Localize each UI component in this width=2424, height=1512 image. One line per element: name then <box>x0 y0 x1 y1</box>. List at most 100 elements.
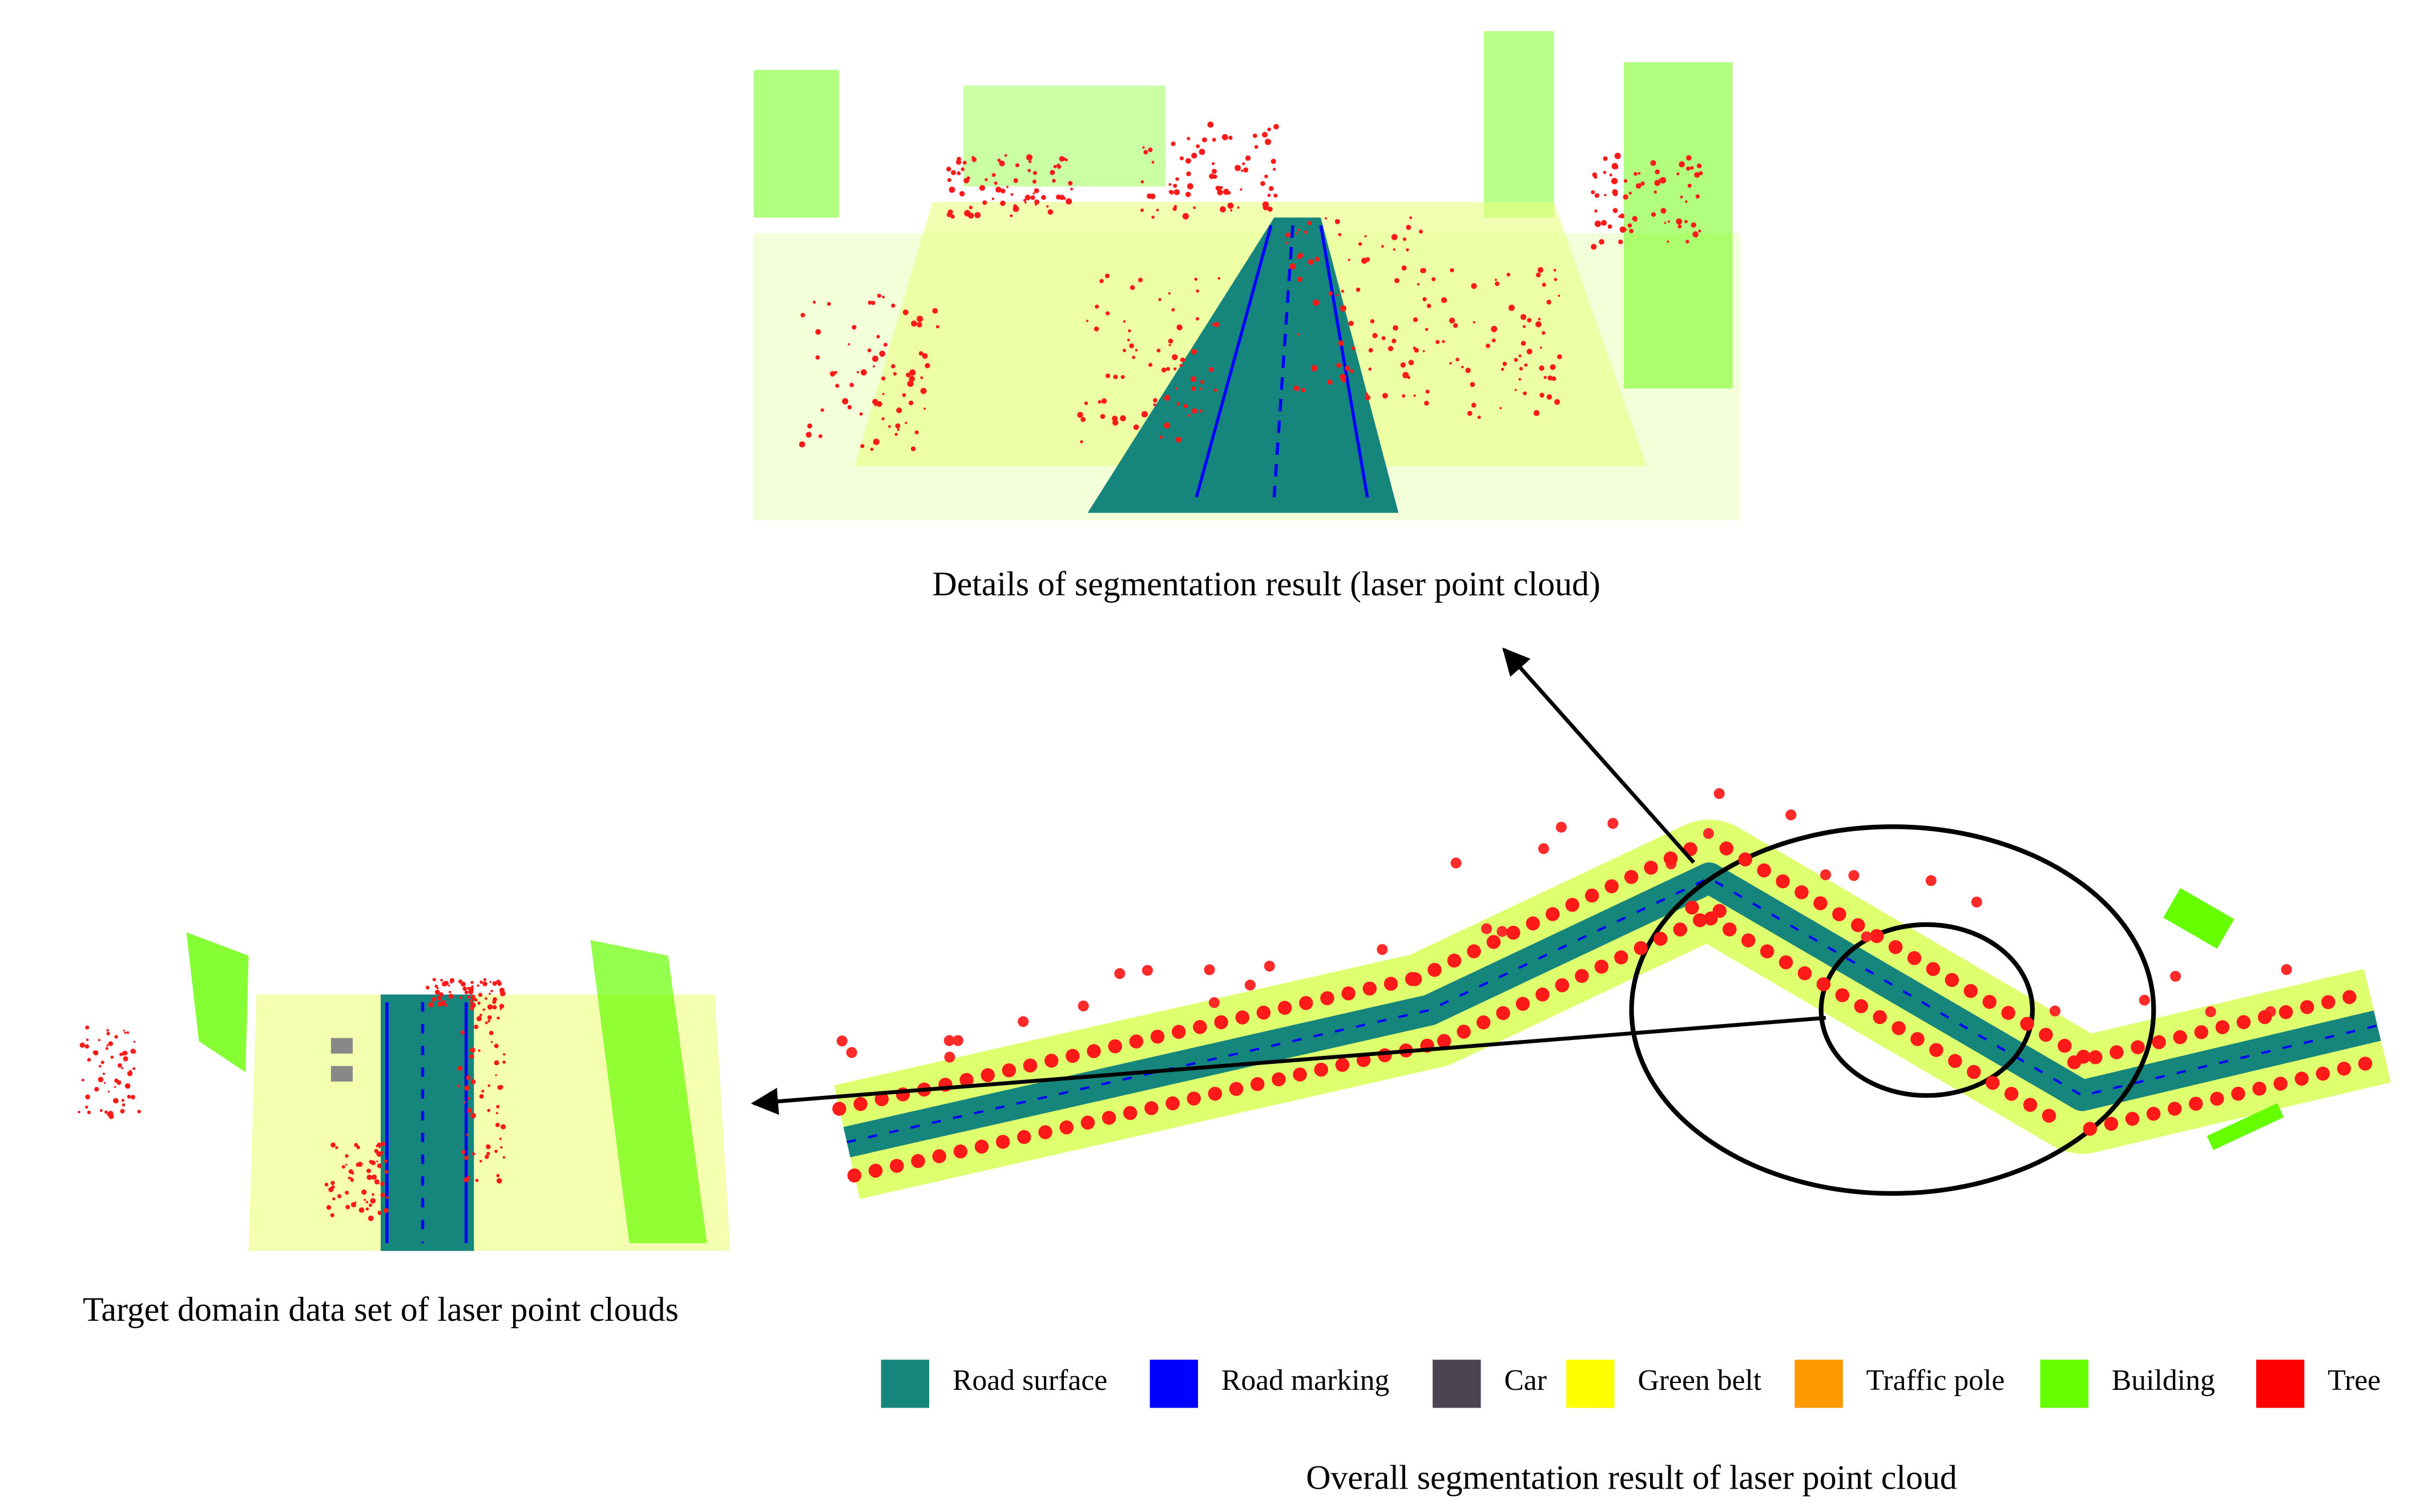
point <box>1539 393 1544 398</box>
point <box>116 1080 122 1085</box>
point <box>330 1142 336 1148</box>
point <box>345 1154 349 1158</box>
point <box>1237 206 1240 209</box>
point <box>384 1170 389 1174</box>
point <box>1627 223 1632 228</box>
tree <box>2131 1040 2145 1054</box>
point <box>1341 289 1344 293</box>
point <box>1209 174 1215 179</box>
point <box>1694 172 1700 178</box>
point <box>500 1146 503 1149</box>
point <box>1066 198 1072 205</box>
point <box>1441 297 1447 303</box>
point <box>496 1174 500 1178</box>
point <box>380 1151 384 1155</box>
tree <box>1813 896 1828 910</box>
point <box>1612 208 1618 213</box>
point <box>1140 180 1144 184</box>
point <box>799 441 805 447</box>
point <box>1267 206 1273 212</box>
zoom-ellipse <box>1629 824 2156 1196</box>
point <box>490 1041 493 1043</box>
point <box>881 417 885 421</box>
tree <box>1476 1015 1491 1030</box>
point <box>380 1141 386 1147</box>
point <box>459 996 462 999</box>
point <box>1421 268 1426 273</box>
point <box>1240 170 1243 172</box>
point <box>137 1110 141 1114</box>
point <box>1312 299 1320 306</box>
point <box>1612 191 1618 196</box>
point <box>1368 348 1373 353</box>
point <box>1106 311 1110 316</box>
point <box>467 1108 472 1113</box>
tree <box>1851 918 1865 933</box>
point <box>1052 179 1056 183</box>
point <box>1156 348 1161 353</box>
point <box>1394 278 1399 284</box>
point <box>132 1067 136 1070</box>
point <box>1536 272 1541 277</box>
point <box>1426 304 1431 308</box>
tree <box>1891 1021 1906 1035</box>
point <box>87 1058 91 1062</box>
tree <box>1427 962 1442 977</box>
point <box>1191 386 1196 392</box>
point <box>962 160 967 165</box>
point <box>365 1207 369 1211</box>
point <box>1212 162 1215 166</box>
point <box>1010 214 1013 217</box>
point <box>1453 323 1458 328</box>
point <box>1196 144 1200 148</box>
point <box>499 1084 503 1090</box>
tree <box>943 1035 955 1046</box>
point <box>1406 224 1411 230</box>
point <box>896 407 902 413</box>
point <box>1685 240 1689 244</box>
point <box>1685 200 1688 203</box>
point <box>365 1200 369 1204</box>
tree <box>995 1135 1010 1149</box>
point <box>1518 354 1522 358</box>
tree <box>1264 961 1275 972</box>
tree <box>932 1149 946 1163</box>
point <box>494 1150 498 1153</box>
point <box>906 372 911 378</box>
tree <box>1820 869 1832 881</box>
point <box>1538 317 1541 321</box>
point <box>1471 402 1477 408</box>
tree <box>1467 944 1481 958</box>
tree <box>2088 1050 2103 1065</box>
point <box>920 376 923 380</box>
point <box>84 1044 90 1049</box>
point <box>1667 220 1670 223</box>
point <box>1696 163 1702 168</box>
point <box>470 1079 476 1084</box>
point <box>1070 187 1073 191</box>
tree <box>1123 1106 1138 1120</box>
point <box>991 173 996 178</box>
point <box>324 1183 329 1187</box>
point <box>909 369 916 376</box>
target-point-cloud <box>78 932 731 1251</box>
point <box>1104 273 1110 279</box>
point <box>1539 346 1542 349</box>
tree <box>1888 940 1903 954</box>
point <box>85 1025 90 1030</box>
point <box>1268 186 1274 191</box>
point <box>1594 193 1600 198</box>
tree <box>2039 1027 2053 1042</box>
tree <box>1546 907 1560 921</box>
point <box>1358 242 1362 246</box>
point <box>1235 164 1241 171</box>
point <box>955 159 962 165</box>
point <box>947 178 951 183</box>
point <box>354 1201 357 1204</box>
tree <box>1663 851 1678 866</box>
point <box>1168 189 1172 193</box>
point <box>1368 367 1372 371</box>
point <box>957 171 961 176</box>
point <box>78 1110 80 1114</box>
tree <box>1377 944 1388 955</box>
